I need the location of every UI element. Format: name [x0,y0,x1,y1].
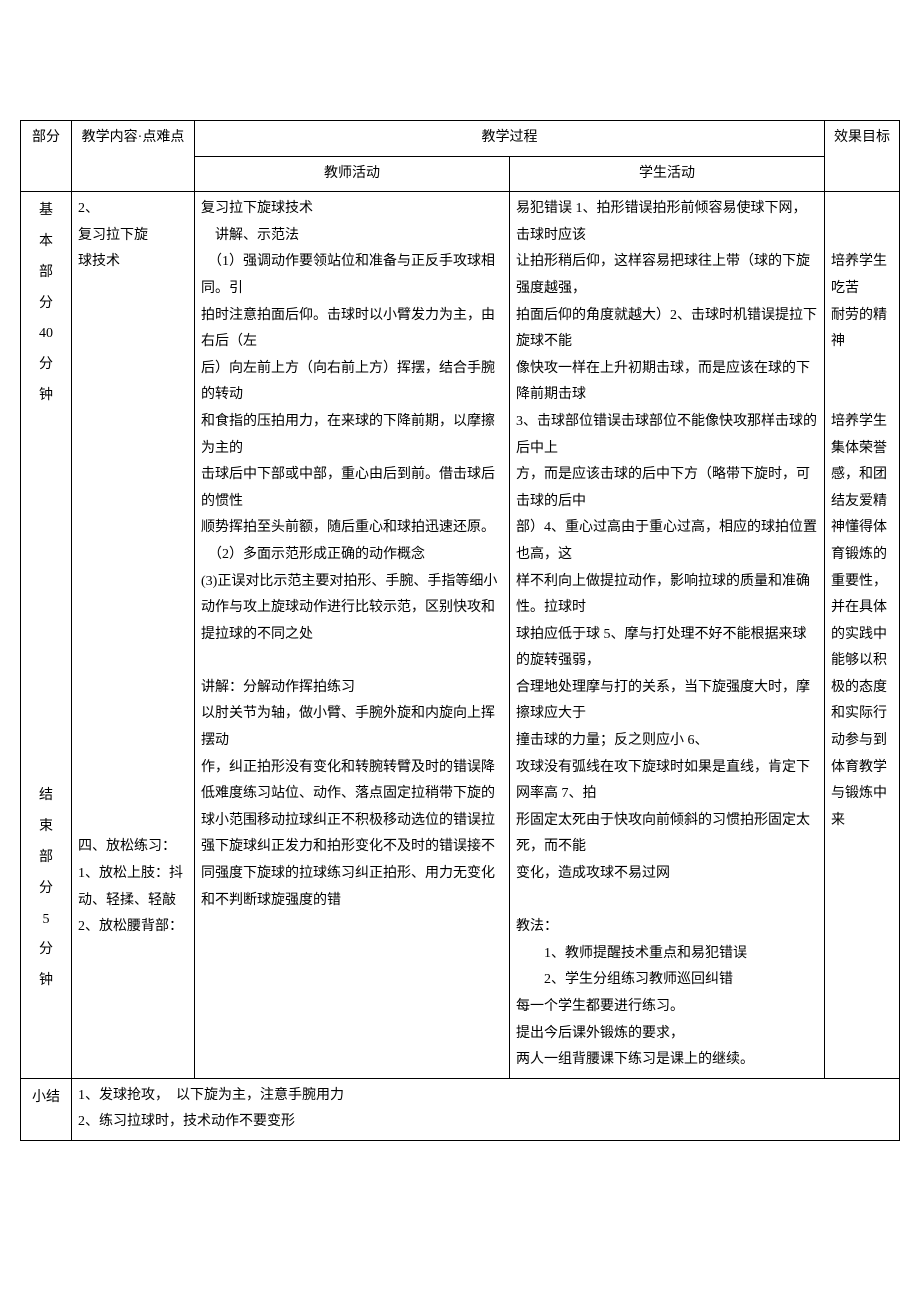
section-part-summary: 小结 [21,1078,72,1140]
section-content-main: 2、 复习拉下旋 球技术 四、放松练习： 1、放松上肢：抖动、轻揉、轻敲 2、放… [72,192,195,1079]
header-process: 教学过程 [195,121,825,157]
section-teacher-main: 复习拉下旋球技术 讲解、示范法 （1）强调动作要领站位和准备与正反手攻球相同。引… [195,192,510,1079]
section-effect-main: 培养学生吃苦 耐劳的精神 培养学生集体荣誉感，和团结友爱精神懂得体育锻炼的重要性… [825,192,900,1079]
section-summary-text: 1、发球抢攻， 以下旋为主，注意手腕用力 2、练习拉球时，技术动作不要变形 [72,1078,900,1140]
header-effect: 效果目标 [825,121,900,192]
section-part-main: 基 本 部 分 40 分 钟 结 束 部 分 5 分 钟 [21,192,72,1079]
header-part: 部分 [21,121,72,192]
section-student-main: 易犯错误 1、拍形错误拍形前倾容易使球下网，击球时应该 让拍形稍后仰，这样容易把… [510,192,825,1079]
header-student: 学生活动 [510,156,825,192]
header-teacher: 教师活动 [195,156,510,192]
header-content: 教学内容·点难点 [72,121,195,192]
